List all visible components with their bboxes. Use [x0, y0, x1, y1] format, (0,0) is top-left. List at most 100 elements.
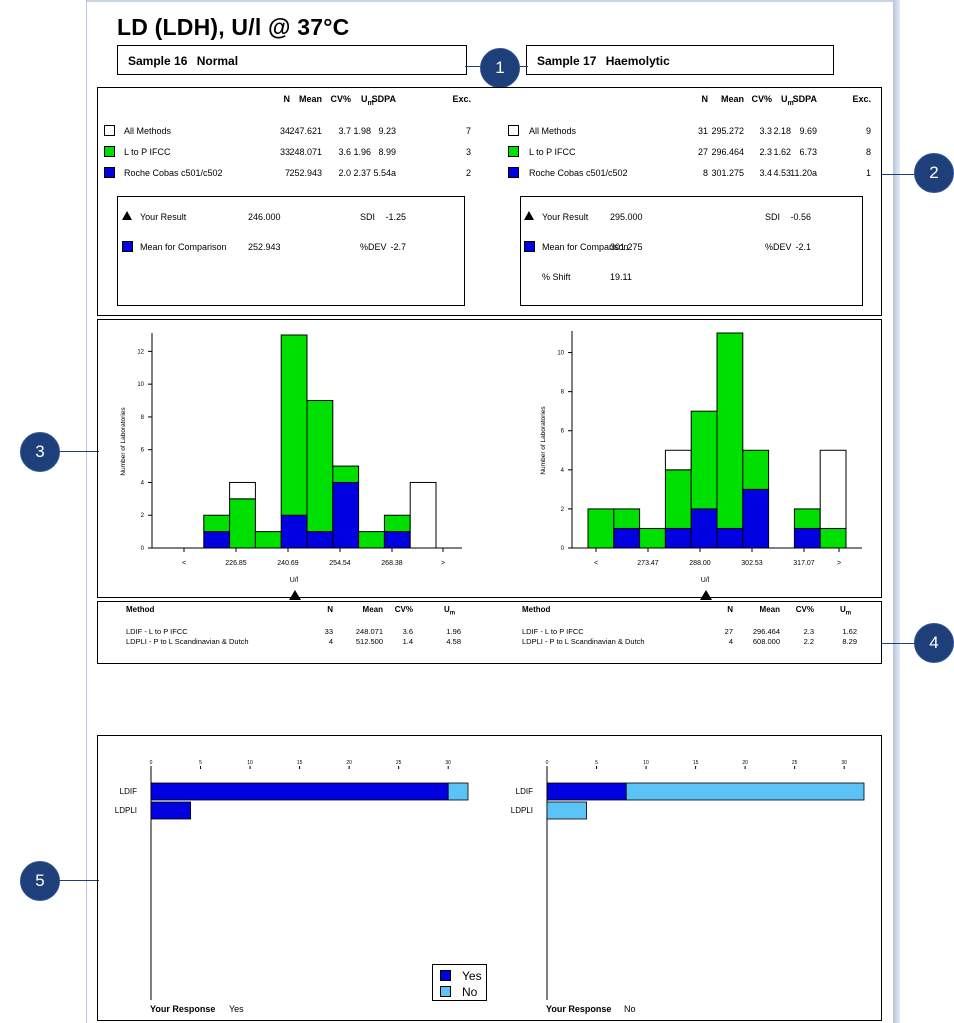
sample-number: Sample 17: [537, 54, 597, 68]
um-label: U: [840, 605, 846, 614]
y-axis-label: Number of Laboratories: [540, 406, 547, 475]
x-tick-label: 273.47: [637, 560, 659, 567]
stats-cell-mean: 301.275: [711, 168, 744, 178]
method-um: 8.29: [842, 637, 857, 646]
mean-value: 252.943: [248, 242, 281, 252]
histogram-bar-roche-cobas-c501-c502: [280, 514, 308, 549]
legend-swatch: [104, 125, 115, 136]
sdi-value: -0.56: [790, 212, 811, 222]
x-tick-label: 25: [792, 760, 798, 766]
stats-row-label: L to P IFCC: [124, 147, 171, 157]
histogram-bar-l-to-p-ifcc: [690, 410, 718, 510]
page-right-edge: [893, 0, 900, 1023]
sample-number: Sample 16: [128, 54, 188, 68]
mean-swatch: [122, 241, 133, 252]
method-name: LDIF - L to P IFCC: [126, 627, 188, 636]
stats-cell-cv: 3.3: [759, 126, 772, 136]
your-result-marker: [122, 211, 132, 220]
x-tick-label: 5: [199, 760, 202, 766]
method-name: LDPLI - P to L Scandinavian & Dutch: [126, 637, 249, 646]
stats-cell-mean: 295.272: [711, 126, 744, 136]
stats-cell-cv: 3.7: [338, 126, 351, 136]
stats-cell-n: 7: [284, 168, 290, 178]
your-result-label: Your Result: [140, 212, 187, 222]
x-tick-label: 25: [396, 760, 402, 766]
histogram-bar-roche-cobas-c501-c502: [613, 527, 641, 549]
shift-label: % Shift: [542, 272, 571, 282]
method-um: 1.62: [842, 627, 857, 636]
legend-yes-swatch: [440, 970, 451, 981]
response-label-right: Your Response: [546, 1004, 612, 1014]
histogram-left: 0 2 4 6 8 10 12 Number of Laboratories < 226.85 24…: [120, 333, 462, 584]
stats-cell-exc: 1: [865, 168, 871, 178]
x-tick-label: 0: [546, 760, 549, 766]
methods-header-mean: Mean: [362, 605, 383, 614]
stats-cell-um: 1.96: [353, 147, 371, 157]
stats-header-um: Um: [361, 94, 374, 107]
histogram-bar-l-to-p-ifcc: [587, 508, 615, 549]
stats-cell-exc: 2: [465, 168, 471, 178]
histogram-bar-l-to-p-ifcc: [254, 531, 282, 549]
mean-label: Mean for Comparison: [542, 242, 629, 252]
stats-cell-exc: 7: [465, 126, 471, 136]
y-tick-label: 4: [141, 480, 145, 486]
sdi-label: SDI: [765, 212, 781, 222]
statistics-panel: [97, 87, 882, 316]
stats-cell-mean: 247.621: [289, 126, 322, 136]
stats-cell-um: 4.53: [773, 168, 791, 178]
stats-cell-exc: 3: [465, 147, 471, 157]
x-tick-label: 5: [595, 760, 598, 766]
histogram-bar-l-to-p-ifcc: [229, 498, 256, 549]
sample-box-right: Sample 17 Haemolytic: [526, 45, 834, 75]
stats-header-cv: CV%: [330, 94, 351, 104]
category-label: LDIF: [516, 787, 533, 796]
callout-line: [59, 451, 99, 452]
histogram-bar-all-methods: [664, 449, 692, 471]
legend-swatch: [508, 125, 519, 136]
stats-header-mean: Mean: [720, 94, 744, 104]
stats-cell-cv: 3.4: [759, 168, 772, 178]
stats-cell-n: 31: [697, 126, 708, 136]
histogram-bar-all-methods: [819, 449, 847, 529]
histogram-bar-all-methods: [409, 481, 437, 549]
stats-cell-cv: 2.0: [338, 168, 351, 178]
x-tick-label: 30: [445, 760, 451, 766]
result-box-right: [520, 196, 863, 306]
stats-cell-sdpa: 9.69: [799, 126, 817, 136]
y-tick-label: 4: [561, 468, 565, 474]
legend-swatch: [104, 167, 115, 178]
response-bar-yes: [546, 782, 627, 801]
sdi-label: SDI: [360, 212, 376, 222]
callout-3: 3: [20, 432, 60, 472]
stats-cell-cv: 2.3: [759, 147, 772, 157]
x-tick-label: 254.54: [329, 560, 351, 567]
histogram-bar-l-to-p-ifcc: [358, 531, 385, 549]
x-tick-label: 268.38: [381, 560, 403, 567]
stats-cell-sdpa: 5.54a: [373, 168, 396, 178]
methods-header-n: N: [327, 605, 333, 614]
stats-cell-um: 1.98: [353, 126, 371, 136]
y-tick-label: 10: [137, 382, 144, 388]
stats-cell-sdpa: 11.20a: [790, 168, 817, 178]
x-tick-label: 15: [297, 760, 303, 766]
method-cv: 2.3: [803, 627, 814, 636]
methods-header-method: Method: [126, 605, 155, 614]
um-subscript: m: [449, 610, 456, 617]
stats-cell-n: 33: [279, 147, 290, 157]
x-tick-label: <: [182, 560, 186, 567]
stats-cell-um: 1.62: [773, 147, 791, 157]
method-name: LDPLI - P to L Scandinavian & Dutch: [522, 637, 645, 646]
your-result-marker: [524, 211, 534, 220]
sample-condition: Haemolytic: [605, 54, 670, 68]
stats-row-label: All Methods: [124, 126, 172, 136]
method-n: 4: [728, 637, 733, 646]
y-tick-label: 0: [141, 546, 145, 552]
method-n: 4: [328, 637, 333, 646]
x-tick-label: >: [441, 560, 445, 567]
category-label: LDPLI: [511, 806, 533, 815]
method-mean: 512.500: [355, 637, 383, 646]
response-value-right: No: [624, 1004, 636, 1014]
method-cv: 1.4: [402, 637, 413, 646]
callout-4: 4: [914, 623, 954, 663]
method-mean: 248.071: [355, 627, 383, 636]
